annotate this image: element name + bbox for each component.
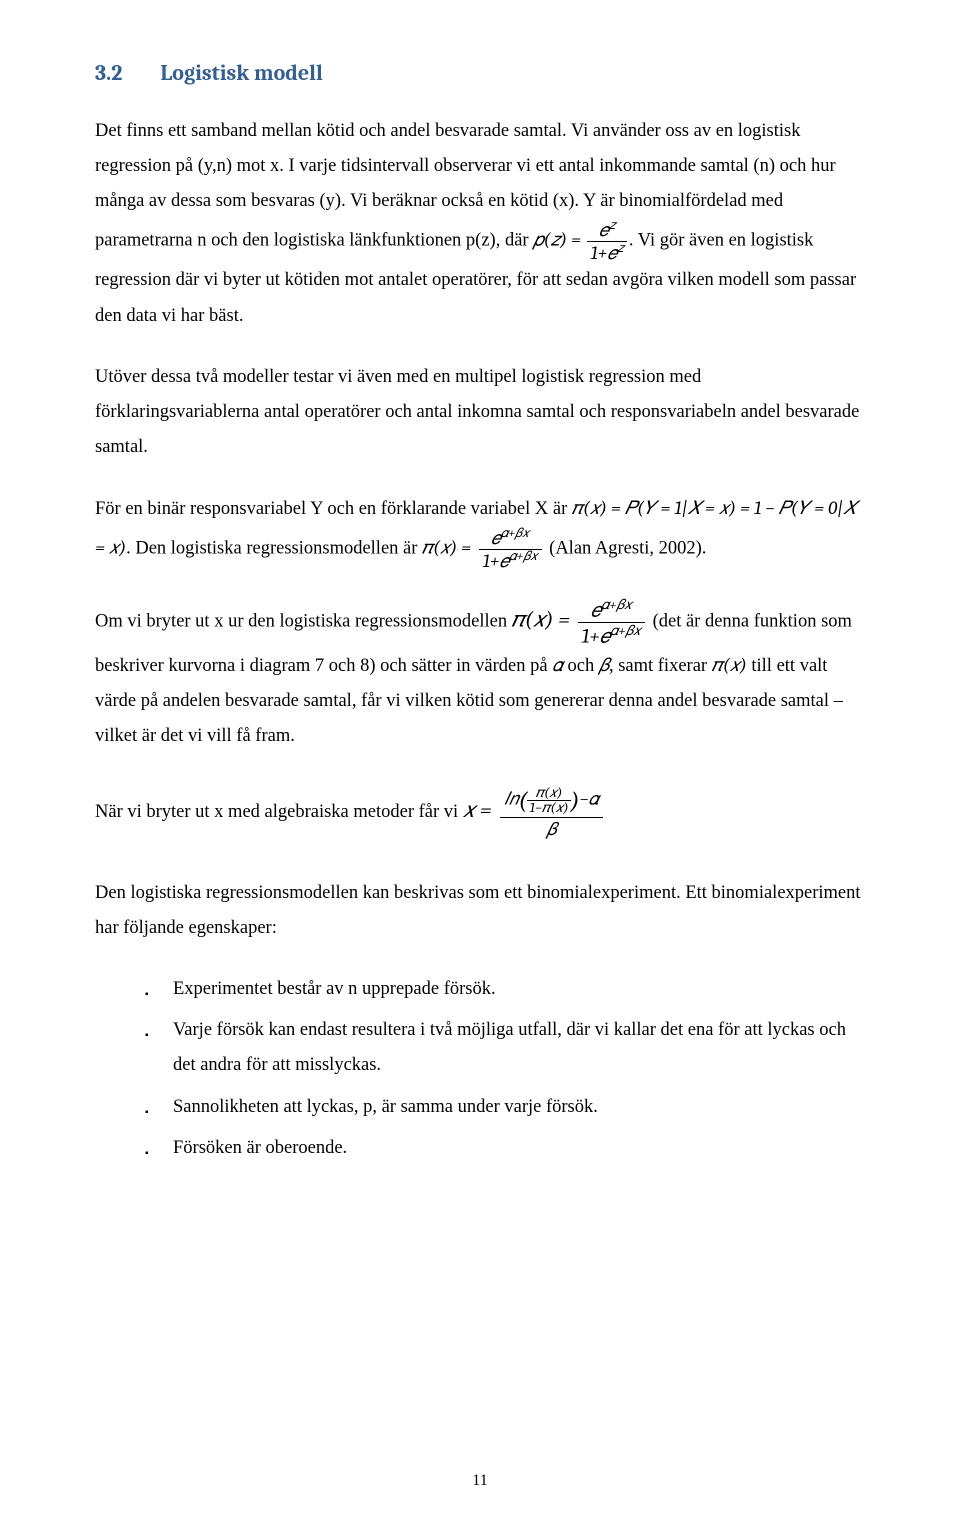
p1-fraction: 𝑒𝑧 1+𝑒𝑧 — [587, 219, 626, 263]
p4-alpha: 𝛼 — [552, 654, 563, 676]
section-heading: 3.2 Logistisk modell — [95, 60, 865, 86]
p3-frac-bot-sup: 𝛼+𝛽𝑥 — [509, 549, 537, 564]
paragraph-4: Om vi bryter ut x ur den logistiska regr… — [95, 597, 865, 754]
paragraph-3: För en binär responsvariabel Y och en fö… — [95, 491, 865, 571]
p1-frac-top: 𝑒 — [599, 220, 609, 242]
p4-frac-top-sup: 𝛼+𝛽𝑥 — [601, 596, 632, 613]
p3-frac-top: 𝑒 — [491, 527, 501, 549]
p5-inner-fraction: 𝜋(𝑥) 1−𝜋(𝑥) — [527, 786, 570, 815]
p1-frac-bot: 1+𝑒 — [590, 242, 617, 264]
p1-math-pz: 𝑝(𝑧) = — [533, 229, 581, 251]
paragraph-1: Det finns ett samband mellan kötid och a… — [95, 114, 865, 334]
p5-ln: 𝑙𝑛 — [504, 789, 518, 810]
p1-frac-top-sup: 𝑧 — [609, 218, 616, 233]
p5-math-lhs: 𝑥 = — [463, 797, 492, 823]
bullet-item-4: Försöken är oberoende. — [145, 1131, 865, 1166]
p3-frac-top-sup: 𝛼+𝛽𝑥 — [501, 526, 529, 541]
p3-text-b: . Den logistiska regressionsmodellen är — [126, 539, 422, 559]
paragraph-6: Den logistiska regressionsmodellen kan b… — [95, 876, 865, 946]
p4-text-c: , samt fixerar — [609, 656, 712, 676]
p3-fraction: 𝑒𝛼+𝛽𝑥 1+𝑒𝛼+𝛽𝑥 — [479, 527, 542, 571]
p3-frac-bot: 1+𝑒 — [483, 550, 510, 572]
p4-and: och — [563, 656, 599, 676]
p3-text-c: (Alan Agresti, 2002). — [545, 539, 707, 559]
p4-math-pix: 𝜋(𝑥) = — [512, 607, 570, 633]
p4-pix: 𝜋(𝑥) — [712, 654, 747, 676]
section-title: Logistisk modell — [160, 60, 322, 86]
p5-frac-bot: 𝛽 — [500, 818, 603, 842]
p4-text-a: Om vi bryter ut x ur den logistiska regr… — [95, 612, 512, 632]
paragraph-5: När vi bryter ut x med algebraiska metod… — [95, 784, 865, 842]
paragraph-2: Utöver dessa två modeller testar vi även… — [95, 360, 865, 465]
bullet-item-3: Sannolikheten att lyckas, p, är samma un… — [145, 1090, 865, 1125]
section-number: 3.2 — [95, 60, 122, 86]
p4-frac-bot: 1+𝑒 — [582, 625, 611, 648]
page-number: 11 — [0, 1472, 960, 1490]
bullet-list: Experimentet består av n upprepade försö… — [95, 972, 865, 1166]
p5-big-fraction: 𝑙𝑛( 𝜋(𝑥) 1−𝜋(𝑥) )−𝛼 𝛽 — [500, 784, 603, 842]
bullet-item-1: Experimentet består av n upprepade försö… — [145, 972, 865, 1007]
bullet-item-2: Varje försök kan endast resultera i två … — [145, 1013, 865, 1083]
p4-frac-bot-sup: 𝛼+𝛽𝑥 — [610, 622, 641, 639]
p5-lparen: ( — [519, 786, 528, 814]
p5-inner-bot: 1−𝜋(𝑥) — [527, 801, 570, 815]
document-page: 3.2 Logistisk modell Det finns ett samban… — [0, 0, 960, 1515]
p1-frac-bot-sup: 𝑧 — [617, 241, 624, 256]
p3-text-a: För en binär responsvariabel Y och en fö… — [95, 499, 572, 519]
p3-math-pix: 𝜋(𝑥) = — [422, 537, 471, 559]
p4-frac-top: 𝑒 — [591, 599, 602, 622]
p5-minus-alpha: −𝛼 — [579, 789, 598, 810]
p4-fraction: 𝑒𝛼+𝛽𝑥 1+𝑒𝛼+𝛽𝑥 — [578, 597, 645, 647]
p5-text-a: När vi bryter ut x med algebraiska metod… — [95, 802, 463, 822]
p4-beta: 𝛽 — [599, 654, 609, 676]
